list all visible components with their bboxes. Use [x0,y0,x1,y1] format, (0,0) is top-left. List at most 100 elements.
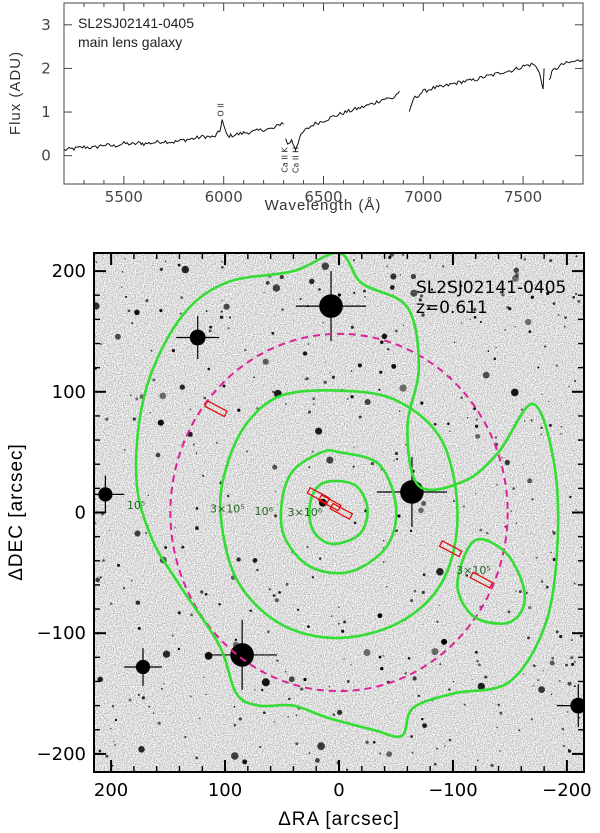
background-source [490,763,494,768]
sky-x-tick-label: 100 [208,780,242,801]
background-source [570,639,573,642]
background-source [329,372,331,374]
background-source [550,551,552,554]
sky-y-tick-label: −100 [37,623,86,644]
spectral-line-label: O II [217,103,226,117]
background-source [410,599,414,603]
background-source [99,576,102,579]
background-source [396,458,398,461]
background-source [436,620,439,623]
background-source [377,613,383,619]
background-source [578,717,581,719]
background-source [134,530,141,537]
background-source [177,263,181,267]
background-source [373,741,376,744]
spectrum-y-tick-label: 1 [41,103,51,121]
spectrum-y-axis-label: Flux (ADU) [7,51,24,135]
background-source [365,740,369,744]
background-source [179,384,185,390]
background-source [542,669,545,672]
background-source [204,652,213,660]
background-source [540,580,544,583]
background-source [233,705,236,708]
spectral-line-labels: O II Ca II K Ca II H [217,103,301,173]
background-source [353,446,355,449]
background-source [565,663,568,667]
background-source [121,286,123,289]
background-source [275,491,277,493]
contour-label: 10⁶ [255,505,274,518]
background-source [514,273,520,278]
mass-contour [134,253,560,739]
background-source [127,309,131,313]
background-source [98,749,102,753]
background-source [223,303,230,310]
background-source [272,594,276,597]
einstein-circle [169,332,509,693]
background-source [287,716,289,718]
background-source [358,415,362,419]
background-source [307,410,312,414]
background-source [525,318,532,326]
background-source [382,654,385,657]
background-source [307,343,310,345]
background-source [195,507,199,510]
background-source [383,540,385,542]
background-source [268,588,271,591]
background-source [504,459,510,466]
spectrum-y-tick-labels: 0 1 2 3 [41,16,51,165]
background-source [311,576,315,579]
background-source [135,600,141,605]
background-source [204,592,208,596]
background-source [504,525,507,528]
background-source [422,723,427,728]
bright-star [319,294,343,318]
background-source [523,258,527,261]
background-source [580,546,583,548]
background-source [179,312,182,315]
background-source [548,423,552,427]
background-source [323,380,327,384]
background-source [535,556,538,559]
bright-stars [94,271,584,728]
background-source [350,325,354,329]
spectrum-line [285,90,400,152]
background-source [402,324,404,327]
background-source [390,273,397,280]
background-source [128,698,132,702]
background-source [192,443,196,446]
background-source [477,682,485,691]
background-source [552,302,556,305]
background-source [558,680,561,682]
spectrum-x-tick-labels: 5500 6000 6500 7000 7500 [105,188,542,206]
background-source [559,634,563,639]
sky-y-tick-label: 0 [75,503,86,524]
background-source [543,345,547,348]
background-source [395,452,398,455]
background-source [574,379,576,382]
background-source [562,744,566,748]
background-source [109,727,112,730]
background-source [547,400,550,403]
background-source [121,271,124,273]
background-source [575,255,578,258]
background-source [162,650,171,658]
background-source [222,384,226,388]
background-source [273,720,276,723]
background-source [462,505,465,508]
background-source [448,738,452,742]
background-source [357,363,362,368]
background-source [496,726,498,729]
background-source [237,408,241,412]
background-source [527,636,530,640]
background-source [421,590,425,594]
background-source [557,314,560,316]
background-source [436,567,444,576]
contour-labels: 10⁵ 3×10⁵ 3×10⁵ 10⁶ 3×10⁶ [127,499,491,577]
background-source [267,630,270,634]
background-source [274,598,279,603]
background-source [453,341,456,344]
background-source [350,395,354,399]
spectral-line-label: Ca II K [281,146,290,172]
